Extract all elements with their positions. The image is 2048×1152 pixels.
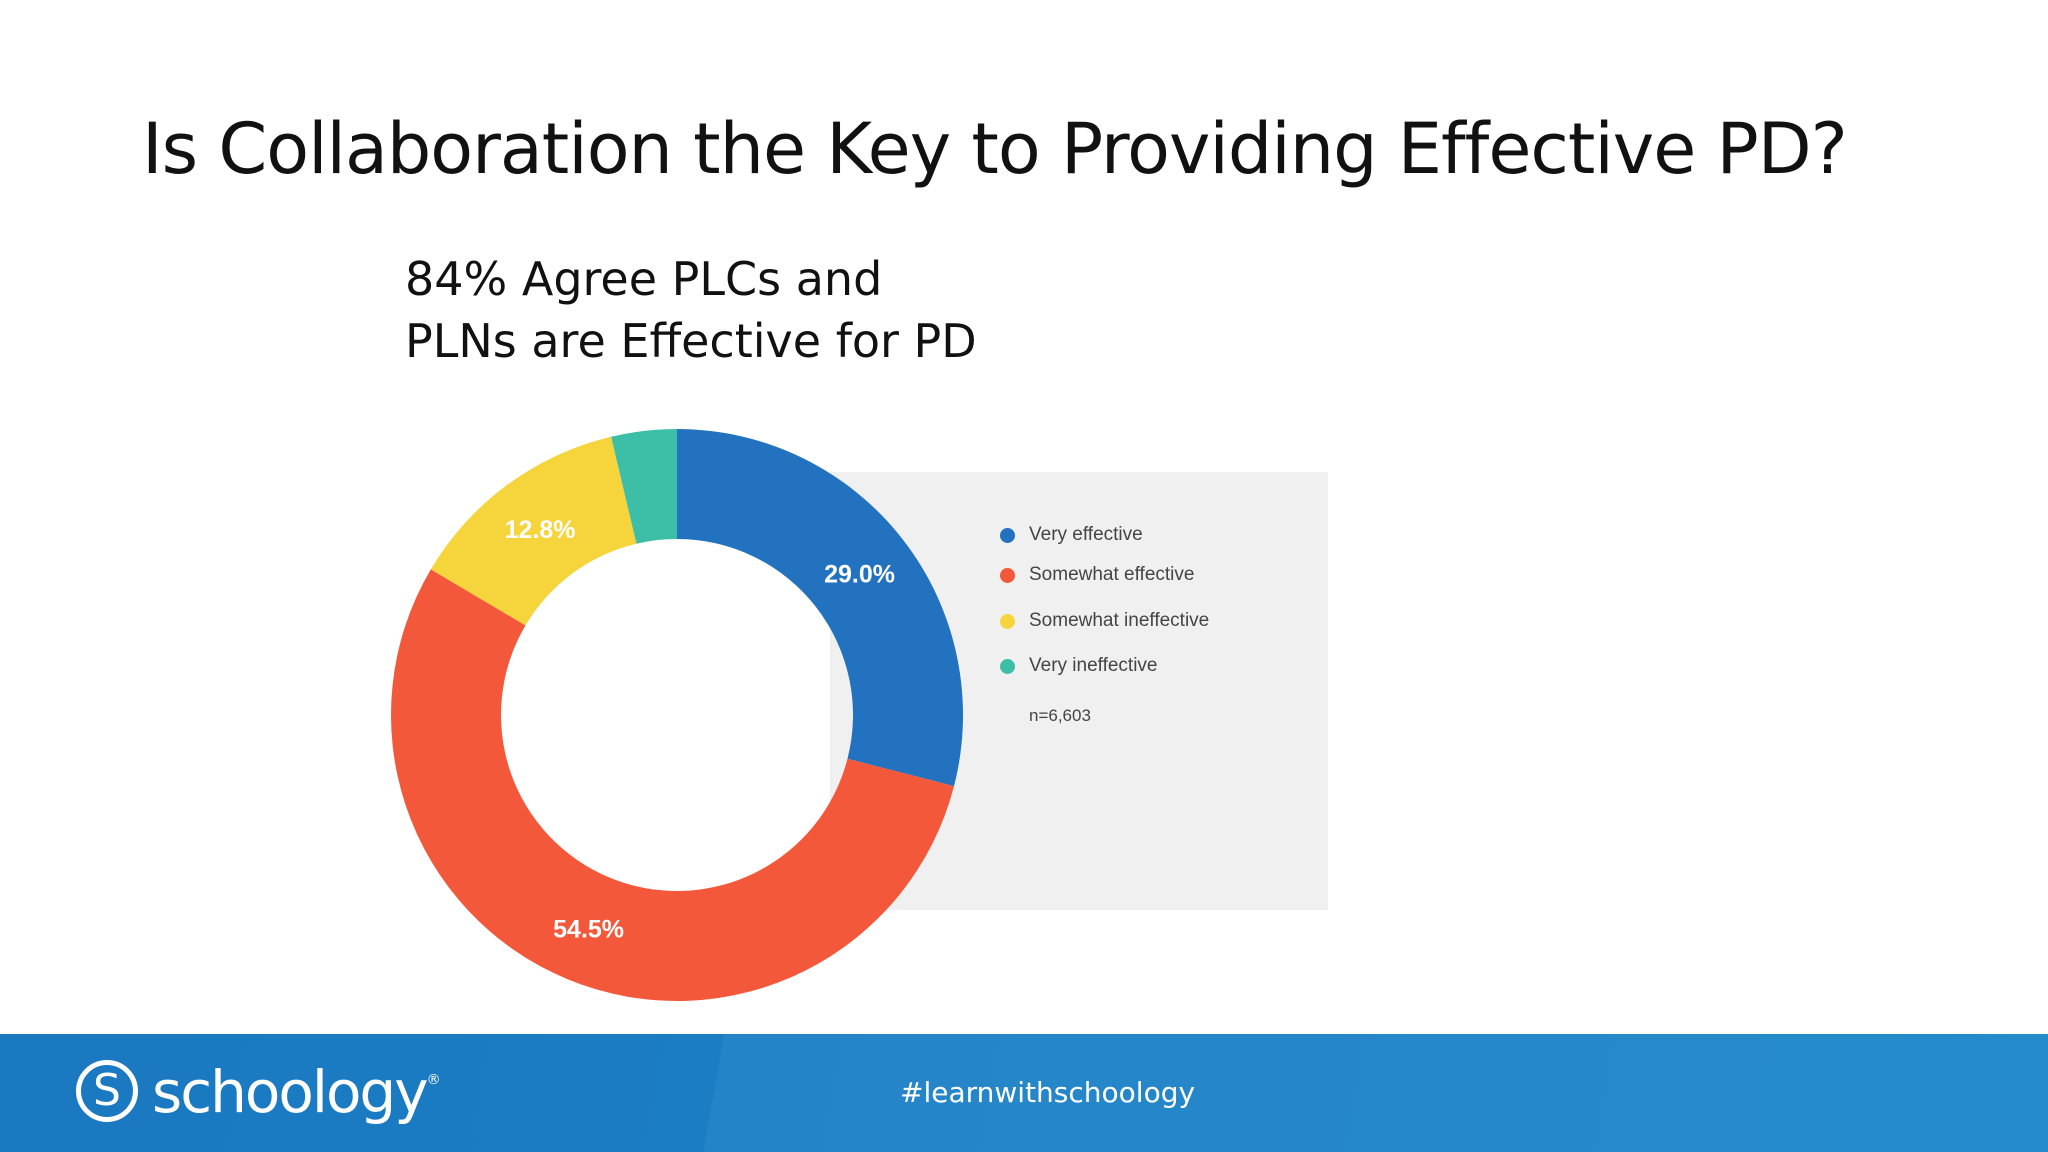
data-label-somewhat-ineffective: 12.8%: [505, 516, 576, 544]
legend-label: Somewhat ineffective: [1029, 610, 1210, 631]
data-label-somewhat-effective: 54.5%: [553, 915, 624, 943]
donut-chart: 29.0% 54.5% 12.8%: [390, 429, 963, 1001]
donut-slice-somewhat-ineffective: [430, 436, 637, 626]
legend-label: Very effective: [1029, 524, 1143, 545]
legend-swatch: [1000, 528, 1015, 543]
sample-size-note: n=6,603: [1029, 706, 1091, 725]
legend-swatch: [1000, 568, 1015, 583]
schoology-logo-icon: S: [76, 1060, 138, 1122]
legend-label: Very ineffective: [1029, 655, 1158, 676]
subtitle-line-1: 84% Agree PLCs and: [405, 252, 883, 306]
legend-swatch: [1000, 659, 1015, 674]
legend-label: Somewhat effective: [1029, 564, 1195, 585]
data-label-very-effective: 29.0%: [824, 560, 895, 588]
hashtag: #learnwithschoology: [900, 1076, 1196, 1109]
donut-slice-somewhat-effective: [390, 569, 955, 1001]
legend-swatch: [1000, 614, 1015, 629]
slide-subtitle: 84% Agree PLCs and PLNs are Effective fo…: [405, 248, 977, 372]
donut-slice-very-effective: [677, 429, 963, 787]
donut-slice-very-ineffective: [611, 429, 677, 544]
schoology-logo-text: schoology®: [152, 1058, 441, 1126]
slide-title: Is Collaboration the Key to Providing Ef…: [142, 108, 1848, 190]
subtitle-line-2: PLNs are Effective for PD: [405, 314, 977, 368]
footer-bar: S schoology® #learnwithschoology: [0, 1034, 2048, 1152]
